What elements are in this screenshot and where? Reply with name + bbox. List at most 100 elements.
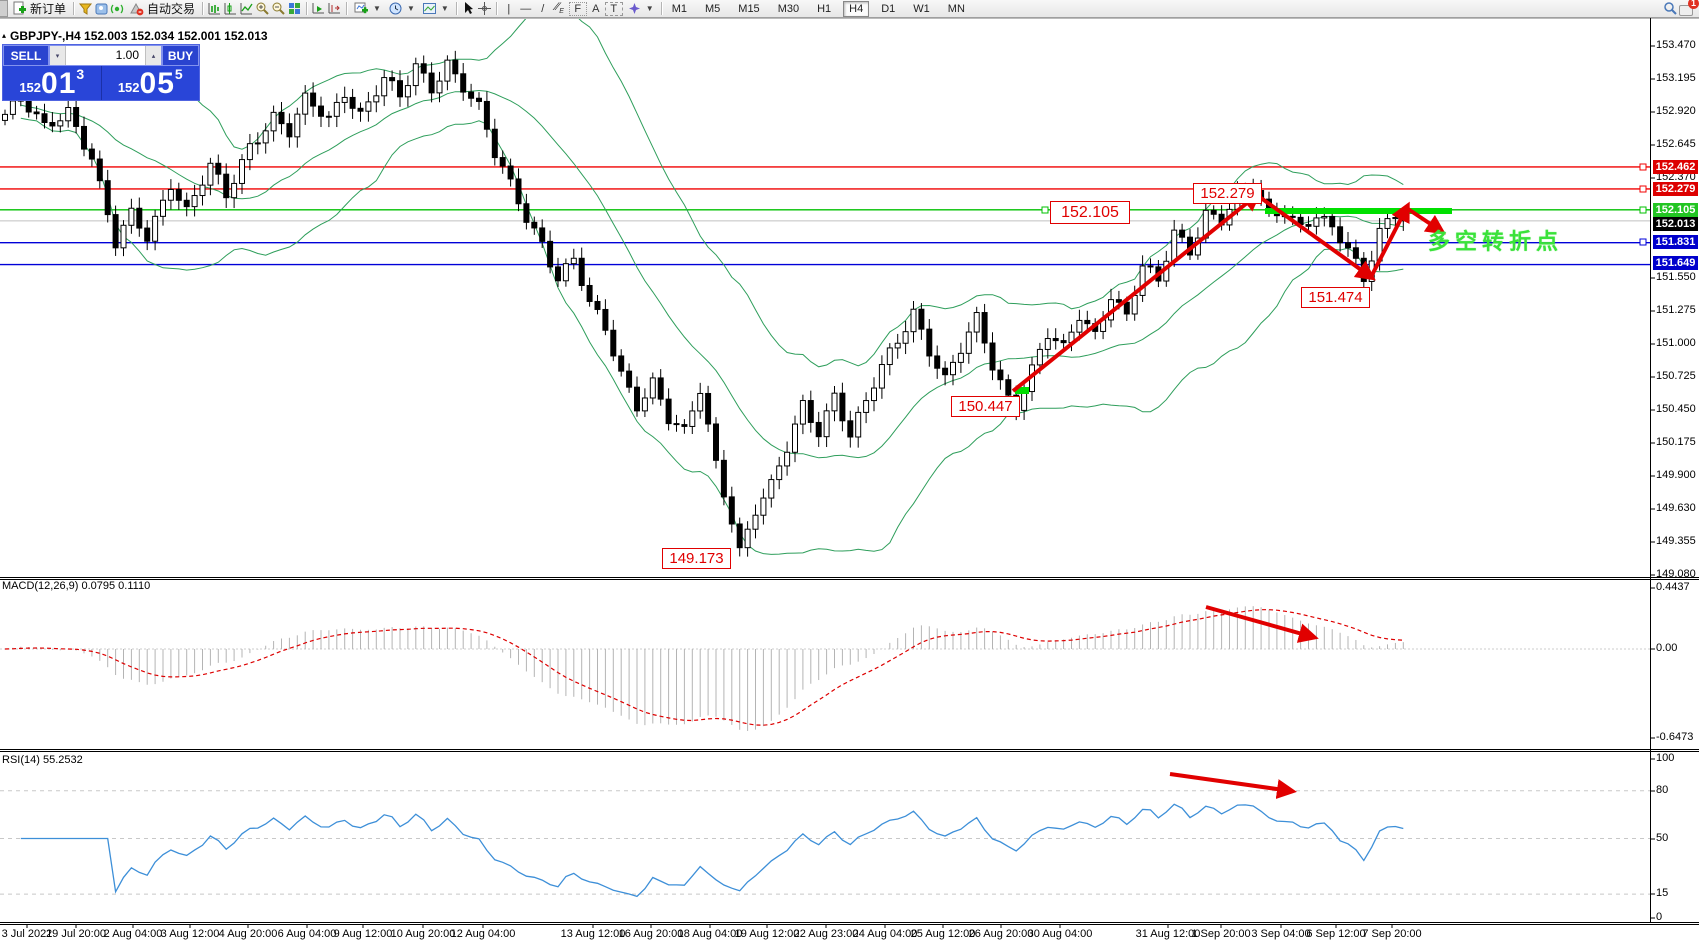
line-handle[interactable] xyxy=(1041,206,1049,214)
buy-price-big: 05 xyxy=(139,67,175,100)
date-tick-label: 1 Sep 20:00 xyxy=(1191,928,1251,940)
price-annotation: 149.173 xyxy=(662,548,731,569)
clipped-icon xyxy=(0,0,8,17)
trendline-tool[interactable]: / xyxy=(541,2,545,15)
fibonacci-tool[interactable]: F xyxy=(568,1,587,16)
price-tick-label: 150.725 xyxy=(1656,370,1696,382)
zoom-in-icon[interactable] xyxy=(255,1,270,16)
new-chart-dropdown[interactable]: ▼ xyxy=(351,1,384,17)
indicator-tick-label: 0.4437 xyxy=(1656,581,1690,593)
date-tick-label: 3 Aug 12:00 xyxy=(160,928,220,940)
new-order-button[interactable]: 新订单 xyxy=(9,1,69,17)
channel-tool[interactable]: ∕∕E xyxy=(555,1,564,16)
profile-icon[interactable] xyxy=(94,1,109,16)
timeframe-M5[interactable]: M5 xyxy=(705,2,721,15)
macd-pane xyxy=(0,606,1650,731)
price-tick-label: 149.080 xyxy=(1656,568,1696,580)
divider xyxy=(455,2,457,15)
line-handle[interactable] xyxy=(1639,185,1647,193)
rsi-label: RSI(14) 55.2532 xyxy=(2,754,83,766)
price-badge: 152.105 xyxy=(1653,203,1698,217)
timeframe-MN[interactable]: MN xyxy=(947,2,965,15)
notification-badge: 1 xyxy=(1688,0,1699,9)
price-annotation: 150.447 xyxy=(951,396,1020,417)
date-tick-label: 19 Aug 12:00 xyxy=(734,928,800,940)
cursor-icon[interactable] xyxy=(461,1,476,16)
chat-bubble-icon xyxy=(1679,5,1693,16)
zoom-out-icon[interactable] xyxy=(271,1,286,16)
timeframe-M30[interactable]: M30 xyxy=(777,2,800,15)
date-tick-label: 12 Aug 04:00 xyxy=(450,928,516,940)
date-tick-label: 2 Aug 04:00 xyxy=(103,928,163,940)
timeframe-H1[interactable]: H1 xyxy=(817,2,832,15)
date-tick-label: 16 Aug 20:00 xyxy=(618,928,684,940)
price-tick-label: 149.355 xyxy=(1656,535,1696,547)
vertical-line-tool[interactable]: | xyxy=(507,2,511,15)
line-handle[interactable] xyxy=(1639,163,1647,171)
timeframe-W1[interactable]: W1 xyxy=(913,2,930,15)
timeframe-bar: M1 M5 M15 M30 H1 H4 D1 W1 MN xyxy=(666,0,971,17)
chart-shift-icon[interactable] xyxy=(327,1,342,16)
date-tick-label: 9 Aug 12:00 xyxy=(333,928,393,940)
volume-increase-button[interactable]: ▴ xyxy=(145,46,161,65)
price-tick-label: 150.175 xyxy=(1656,436,1696,448)
auto-scroll-icon[interactable] xyxy=(311,1,326,16)
sell-price-big: 01 xyxy=(41,67,77,100)
date-tick-label: 25 Aug 12:00 xyxy=(910,928,976,940)
text-tool[interactable]: A xyxy=(592,2,600,15)
price-tick-label: 153.470 xyxy=(1656,39,1696,51)
indicator-tick-label: 100 xyxy=(1656,752,1675,764)
text-label-tool[interactable]: T xyxy=(604,1,623,16)
buy-price[interactable]: 152 05 5 xyxy=(102,66,200,100)
line-chart-icon[interactable] xyxy=(239,1,254,16)
caret-down-icon: ▼ xyxy=(440,4,449,13)
line-handle[interactable] xyxy=(1639,238,1647,246)
price-tick-label: 153.195 xyxy=(1656,72,1696,84)
indicator-tick-label: 15 xyxy=(1656,887,1669,899)
autotrade-icon xyxy=(130,2,144,16)
rsi-pane xyxy=(0,790,1650,898)
date-tick-label: 26 Aug 20:00 xyxy=(968,928,1034,940)
timeframe-M15[interactable]: M15 xyxy=(738,2,760,15)
sell-price[interactable]: 152 01 3 xyxy=(3,66,102,100)
volume-stepper: ▾ 1.00 ▴ xyxy=(49,45,162,66)
date-tick-label: 6 Aug 04:00 xyxy=(277,928,337,940)
signal-icon[interactable] xyxy=(110,1,125,16)
horizontal-line-tool[interactable]: — xyxy=(520,2,532,15)
volume-decrease-button[interactable]: ▾ xyxy=(50,46,66,65)
period-dropdown[interactable]: ▼ xyxy=(385,1,418,17)
indicator-tick-label: 0.00 xyxy=(1656,642,1678,654)
bar-chart-icon[interactable] xyxy=(207,1,222,16)
line-handle[interactable] xyxy=(1639,206,1647,214)
tile-windows-icon[interactable] xyxy=(287,1,302,16)
divider xyxy=(306,2,308,15)
search-icon[interactable] xyxy=(1663,1,1678,16)
autotrade-button[interactable]: 自动交易 xyxy=(126,1,198,17)
candlestick-chart-icon[interactable] xyxy=(223,1,238,16)
indicator-tick-label: 0 xyxy=(1656,911,1663,923)
volume-input[interactable]: 1.00 xyxy=(115,48,139,62)
timeframe-D1[interactable]: D1 xyxy=(881,2,896,15)
timeframe-H4[interactable]: H4 xyxy=(843,0,870,17)
arrows-tool-icon xyxy=(628,3,640,14)
date-tick-label: 24 Aug 04:00 xyxy=(852,928,918,940)
crosshair-icon[interactable] xyxy=(477,1,492,16)
annotation-arrows xyxy=(1011,191,1446,799)
divider xyxy=(73,2,75,15)
template-dropdown[interactable]: ▼ xyxy=(419,1,452,17)
date-tick-label: 4 Aug 20:00 xyxy=(218,928,278,940)
date-tick-label: 6 Sep 12:00 xyxy=(1306,928,1366,940)
price-annotation: 152.105 xyxy=(1050,201,1130,224)
arrows-dropdown[interactable]: ▼ xyxy=(624,1,657,17)
price-tick-label: 152.920 xyxy=(1656,105,1696,117)
sell-button[interactable]: SELL xyxy=(3,45,49,66)
price-tick-label: 151.000 xyxy=(1656,337,1696,349)
timeframe-M1[interactable]: M1 xyxy=(671,2,687,15)
notifications-button[interactable]: 1 xyxy=(1679,0,1699,16)
price-badge: 152.462 xyxy=(1653,160,1698,174)
price-badge: 152.013 xyxy=(1653,217,1698,231)
date-tick-label: 3 Sep 04:00 xyxy=(1251,928,1311,940)
buy-button[interactable]: BUY xyxy=(162,45,199,66)
funnel-icon[interactable] xyxy=(78,1,93,16)
